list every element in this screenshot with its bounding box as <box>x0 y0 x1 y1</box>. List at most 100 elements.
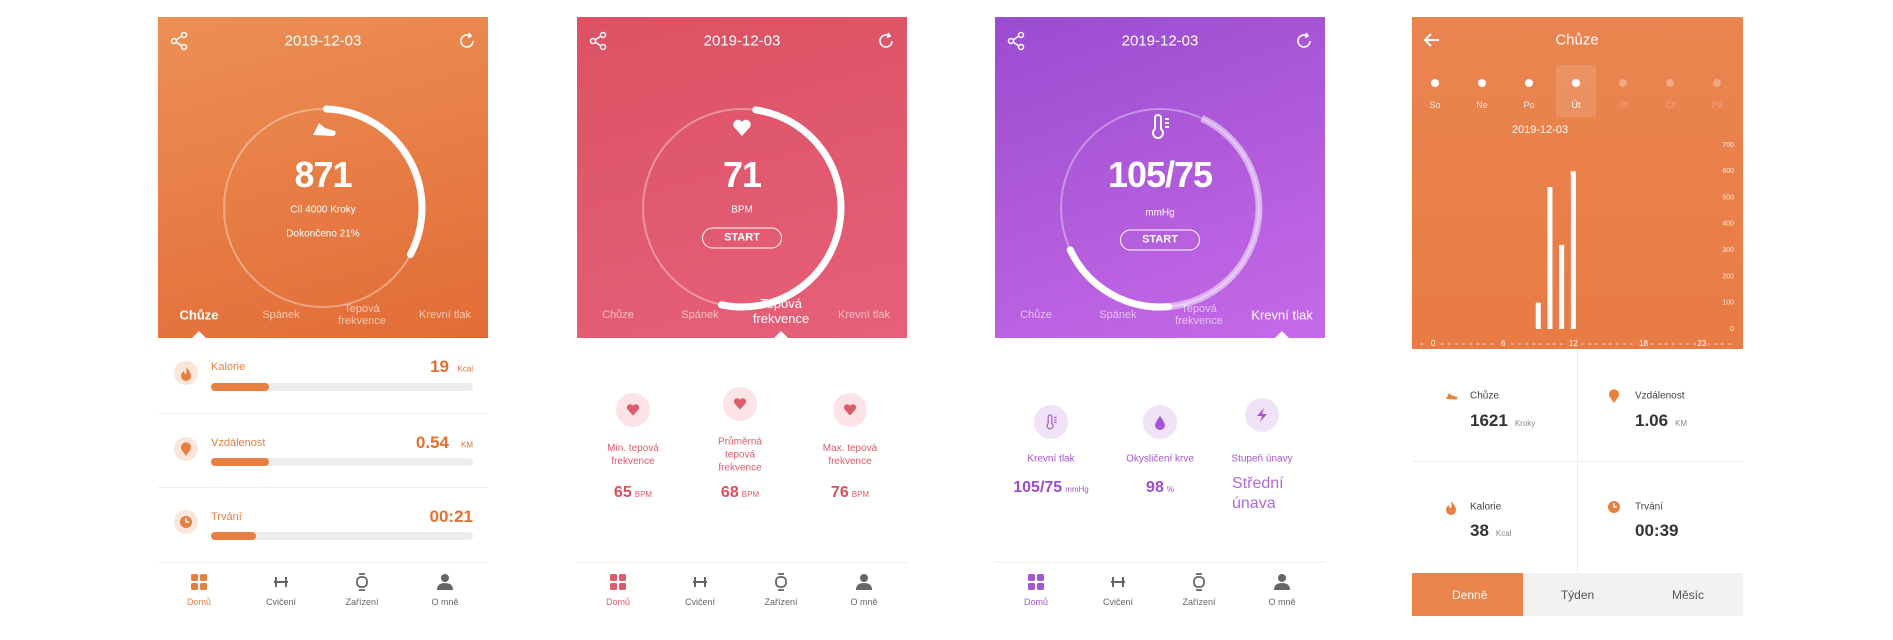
tab[interactable]: Chůze <box>1020 309 1052 321</box>
period-label[interactable]: Týden <box>1560 588 1595 602</box>
bar <box>1570 171 1576 329</box>
clock-icon <box>1608 501 1620 513</box>
y-tick-label: 0 <box>1730 326 1734 333</box>
ring-progress <box>717 106 845 311</box>
nav-item[interactable]: Zařízení <box>345 597 379 607</box>
period-tab[interactable]: Týden <box>1522 573 1633 616</box>
day-tab[interactable]: Út <box>1571 100 1581 110</box>
metric-icon <box>1152 114 1169 139</box>
tab[interactable]: Tepová frekvence <box>338 303 386 327</box>
cell-value-row: 1621 Kroky <box>1470 411 1535 431</box>
progress-ring <box>1060 108 1263 311</box>
ring-progress <box>1066 246 1173 311</box>
stat-label: Stupeň únavy <box>1231 453 1293 465</box>
phone-screen: 2019-12-03 871 Cíl 4000 Kroky Dokončeno 21%… <box>158 17 488 616</box>
bar <box>1535 302 1541 329</box>
stat-value: 105/75 <box>1013 479 1063 496</box>
nav-item[interactable]: Cvičení <box>265 597 297 607</box>
tab[interactable]: Spánek <box>1099 309 1137 321</box>
nav-item[interactable]: O mně <box>1268 597 1296 607</box>
stat-value-row: 68 BPM <box>721 484 759 502</box>
x-tick-label: 12 <box>1569 339 1578 348</box>
tab[interactable]: Chůze <box>179 307 219 323</box>
progress: Dokončeno 21% <box>286 228 360 240</box>
tab[interactable]: Tepová frekvence <box>752 296 810 326</box>
thermometer-icon <box>1152 114 1169 139</box>
cell-unit: Kroky <box>1514 419 1536 428</box>
stat-value: 98 <box>1146 479 1164 496</box>
share-button <box>170 31 188 51</box>
period-tab[interactable]: Denně <box>1412 573 1523 616</box>
progress-fill <box>211 458 269 466</box>
period-label[interactable]: Denně <box>1452 588 1488 602</box>
person-icon <box>1274 574 1290 590</box>
nav-item[interactable]: Domů <box>186 597 212 607</box>
nav-item[interactable]: Cvičení <box>684 597 716 607</box>
nav-item[interactable]: O mně <box>431 597 459 607</box>
cell-icon <box>1609 389 1619 403</box>
day-tab[interactable]: So <box>1429 100 1441 110</box>
header: 2019-12-03 105/75 mmHg START Chůze Spánek Tepo… <box>995 17 1325 338</box>
chart: 0 100 200 300 400 500 600 700 0 6 12 18 23 <box>1420 142 1734 349</box>
refresh-button <box>879 32 893 48</box>
nav-icon <box>274 577 288 587</box>
refresh-icon <box>879 32 893 48</box>
dumbbell-icon <box>274 577 288 587</box>
day-dot <box>1619 79 1627 87</box>
tab[interactable]: Spánek <box>262 309 300 321</box>
tab[interactable]: Krevní tlak <box>1251 307 1313 323</box>
stat-icon <box>1046 414 1057 430</box>
period-tab[interactable]: Měsíc <box>1633 573 1743 616</box>
dumbbell-icon <box>1111 577 1125 587</box>
progress-fill <box>211 383 269 391</box>
share-icon <box>170 31 188 51</box>
unit: BPM <box>731 204 753 216</box>
row-value: 0.54 <box>415 433 449 452</box>
nav-item[interactable]: Zařízení <box>1182 597 1216 607</box>
dumbbell-icon <box>693 577 707 587</box>
tab[interactable]: Krevní tlak <box>838 309 890 321</box>
cell-value: 38 <box>1470 521 1489 540</box>
cell-icon <box>1446 501 1456 515</box>
stat-value-row: 105/75 mmHg <box>1013 479 1089 497</box>
stat-unit: BPM <box>851 490 870 499</box>
tab-indicator <box>192 331 206 338</box>
y-tick-label: 100 <box>1722 300 1734 307</box>
progress-track <box>211 458 473 466</box>
tab[interactable]: Spánek <box>681 309 719 321</box>
tab[interactable]: Tepová frekvence <box>1175 303 1223 327</box>
day-dot <box>1713 79 1721 87</box>
nav-item[interactable]: O mně <box>850 597 878 607</box>
row-icon-bg <box>174 361 198 385</box>
nav-icon <box>856 574 872 590</box>
stat-value: Střední únava <box>1232 475 1284 512</box>
nav-item[interactable]: Zařízení <box>764 597 798 607</box>
nav-item[interactable]: Cvičení <box>1102 597 1134 607</box>
stat-label: Okysličení krve <box>1126 453 1194 465</box>
nav-item[interactable]: Domů <box>1023 597 1049 607</box>
progress-track <box>211 383 473 391</box>
goal: Cíl 4000 Kroky <box>290 204 356 216</box>
stat-label: Min. tepová frekvence <box>607 443 659 467</box>
day-tab[interactable]: Pá <box>1711 100 1723 110</box>
start-button[interactable]: START <box>1120 229 1200 251</box>
bolt-icon <box>1257 408 1267 422</box>
period-label[interactable]: Měsíc <box>1671 588 1705 602</box>
stat-unit: % <box>1166 485 1174 494</box>
tab[interactable]: Chůze <box>602 309 634 321</box>
stat-label: Průměrná tepová frekvence <box>718 436 762 474</box>
day-tab[interactable]: Čt <box>1665 100 1675 110</box>
stat-label: Max. tepová frekvence <box>822 443 878 467</box>
stat-value: 65 <box>613 484 632 501</box>
day-tab[interactable]: Po <box>1523 100 1535 110</box>
home-icon <box>610 574 626 590</box>
start-button[interactable]: START <box>702 227 782 249</box>
phone-screen: 2019-12-03 71 BPM START Chůze Spánek Tepová fr… <box>577 17 907 616</box>
day-tab[interactable]: Ne <box>1476 100 1488 110</box>
day-tab[interactable]: St <box>1618 100 1628 110</box>
stat-unit: mmHg <box>1065 485 1089 494</box>
stat-icon <box>733 398 747 410</box>
nav-item[interactable]: Domů <box>605 597 631 607</box>
tab[interactable]: Krevní tlak <box>419 309 471 321</box>
phone-screen: Chůze So Ne Po Út St Čt Pá 2019-12-03 0 100 200 300 4… <box>1412 17 1743 616</box>
